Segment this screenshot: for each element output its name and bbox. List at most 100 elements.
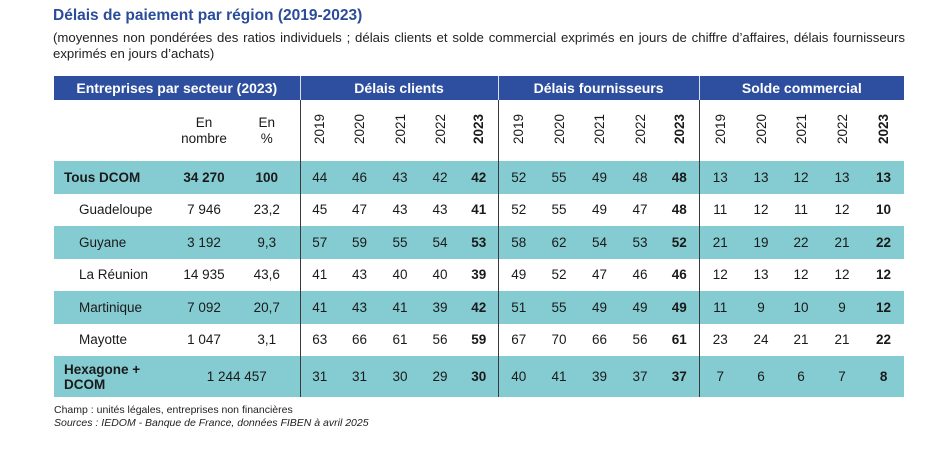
cell-clients: 43 xyxy=(352,267,368,283)
year-label: 2019 xyxy=(712,113,728,145)
cell-fournisseurs: 49 xyxy=(592,202,608,218)
cell-nombre: 1 047 xyxy=(187,332,221,348)
cell-clients: 31 xyxy=(299,356,340,397)
cell-clients: 61 xyxy=(392,332,408,348)
cell-solde: 13 xyxy=(753,267,769,283)
table-row-total: Hexagone + DCOM 1 244 457 31 31 30 29 30… xyxy=(54,356,905,397)
year-label: 2019 xyxy=(511,113,527,145)
year-label: 2022 xyxy=(432,113,448,145)
cell-solde: 10 xyxy=(876,202,892,218)
cell-fournisseurs: 56 xyxy=(632,332,648,348)
cell-clients: 59 xyxy=(339,226,381,259)
cell-clients: 59 xyxy=(471,332,487,348)
cell-nombre: 14 935 xyxy=(183,267,225,283)
cell-fournisseurs: 47 xyxy=(632,202,648,218)
row-label: Guadeloupe xyxy=(79,202,153,218)
cell-clients: 39 xyxy=(471,267,487,283)
row-label: Tous DCOM xyxy=(54,161,174,194)
cell-solde: 11 xyxy=(698,291,742,324)
cell-solde: 12 xyxy=(863,291,905,324)
cell-fournisseurs: 52 xyxy=(551,267,567,283)
cell-solde: 12 xyxy=(753,202,769,218)
year-header: 2023 xyxy=(460,100,499,161)
cell-fournisseurs: 49 xyxy=(579,161,621,194)
year-header: 2023 xyxy=(863,100,905,161)
cell-solde: 13 xyxy=(698,161,742,194)
empty-header-cell xyxy=(54,100,174,161)
year-label: 2021 xyxy=(793,113,809,145)
cell-solde: 21 xyxy=(793,332,809,348)
header-delais-clients: Délais clients xyxy=(299,76,499,100)
cell-solde: 12 xyxy=(834,267,850,283)
unit-label: En xyxy=(195,114,213,130)
row-label: Hexagone + DCOM xyxy=(54,356,174,397)
cell-solde: 19 xyxy=(741,226,782,259)
cell-solde: 8 xyxy=(863,356,905,397)
table-subtitle: (moyennes non pondérées des ratios indiv… xyxy=(53,30,905,61)
cell-clients: 45 xyxy=(299,193,340,226)
row-label-line: DCOM xyxy=(64,376,106,392)
cell-nombre: 34 270 xyxy=(174,161,234,194)
cell-pct: 23,2 xyxy=(253,202,280,218)
year-header: 2020 xyxy=(339,100,381,161)
header-en-pct: En % xyxy=(234,100,301,161)
cell-solde: 21 xyxy=(834,332,850,348)
year-label: 2020 xyxy=(753,113,769,145)
cell-fournisseurs: 47 xyxy=(592,267,608,283)
cell-clients: 31 xyxy=(339,356,381,397)
cell-clients: 42 xyxy=(460,291,499,324)
cell-fournisseurs: 37 xyxy=(620,356,661,397)
cell-clients: 55 xyxy=(380,226,421,259)
cell-clients: 46 xyxy=(339,161,381,194)
cell-clients: 57 xyxy=(299,226,340,259)
cell-solde: 7 xyxy=(698,356,742,397)
cell-clients: 30 xyxy=(380,356,421,397)
year-header: 2021 xyxy=(781,100,822,161)
header-entreprises: Entreprises par secteur (2023) xyxy=(54,76,301,100)
cell-fournisseurs: 41 xyxy=(539,356,580,397)
cell-solde: 23 xyxy=(698,323,742,356)
year-label: 2020 xyxy=(551,113,567,145)
champ-note: Champ : unités légales, entreprises non … xyxy=(54,404,293,416)
cell-clients: 43 xyxy=(339,291,381,324)
cell-fournisseurs: 58 xyxy=(497,226,540,259)
year-label: 2021 xyxy=(592,113,608,145)
year-label: 2021 xyxy=(392,113,408,145)
cell-clients: 54 xyxy=(420,226,461,259)
year-header: 2020 xyxy=(539,100,580,161)
cell-clients: 29 xyxy=(420,356,461,397)
row-label-line: Hexagone + xyxy=(64,361,141,377)
cell-solde: 24 xyxy=(753,332,769,348)
table-row: Guadeloupe 7 946 23,2 45 47 43 43 41 52 … xyxy=(54,193,904,226)
cell-nombre: 7 946 xyxy=(187,202,221,218)
unit-label: % xyxy=(260,130,273,146)
row-label: La Réunion xyxy=(79,267,149,283)
cell-solde: 9 xyxy=(821,291,864,324)
year-header: 2021 xyxy=(579,100,621,161)
cell-nombre: 3 192 xyxy=(174,226,234,259)
table-row: Mayotte 1 047 3,1 63 66 61 56 59 67 70 6… xyxy=(54,323,904,356)
cell-pct: 43,6 xyxy=(253,267,280,283)
cell-pct: 3,1 xyxy=(257,332,277,348)
cell-clients: 40 xyxy=(432,267,448,283)
cell-fournisseurs: 48 xyxy=(671,202,687,218)
cell-solde: 22 xyxy=(781,226,822,259)
cell-fournisseurs: 55 xyxy=(539,291,580,324)
table-title: Délais de paiement par région (2019-2023… xyxy=(53,7,363,24)
unit-label: En xyxy=(258,114,276,130)
cell-pct: 20,7 xyxy=(234,291,301,324)
cell-clients: 41 xyxy=(299,291,340,324)
cell-solde: 9 xyxy=(741,291,782,324)
row-label: Mayotte xyxy=(79,332,128,348)
year-header: 2020 xyxy=(741,100,782,161)
table-row: Guyane 3 192 9,3 57 59 55 54 53 58 62 54… xyxy=(54,226,905,259)
cell-fournisseurs: 61 xyxy=(671,332,687,348)
cell-clients: 43 xyxy=(380,161,421,194)
cell-fournisseurs: 52 xyxy=(497,193,540,226)
header-en-nombre: En nombre xyxy=(174,100,234,161)
cell-solde: 12 xyxy=(876,267,892,283)
cell-clients: 40 xyxy=(392,267,408,283)
cell-solde: 6 xyxy=(781,356,822,397)
cell-clients: 42 xyxy=(460,161,499,194)
row-label: Martinique xyxy=(54,291,174,324)
